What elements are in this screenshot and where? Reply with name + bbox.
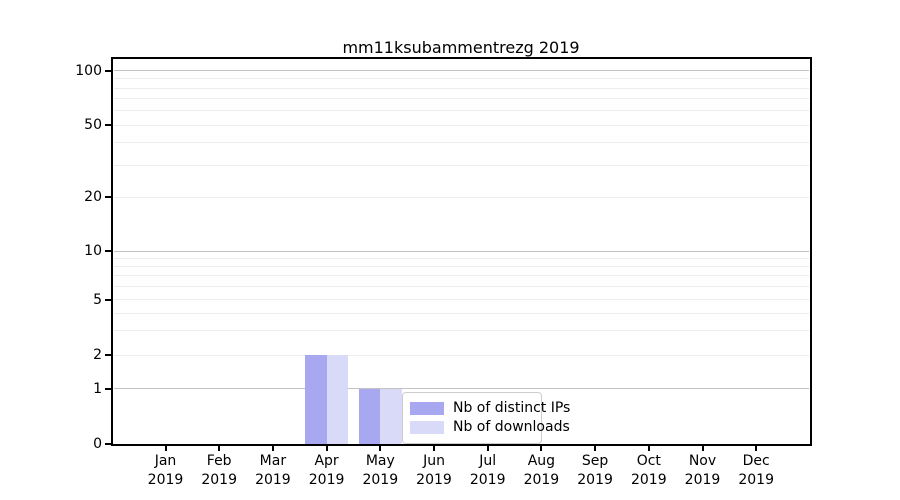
x-tick-label-feb: Feb 2019 [201,453,237,488]
bar-nb-of-downloads-may [380,388,402,444]
legend-label: Nb of distinct IPs [453,400,571,416]
gridline-y-9 [114,257,809,259]
gridline-y-1 [114,388,809,389]
x-tick-label-may: May 2019 [362,453,399,488]
gridline-y-60 [114,110,809,112]
y-tick-mark-1 [105,387,111,390]
gridline-y-40 [114,142,809,144]
gridline-y-50 [114,124,809,126]
x-tick-label-jan: Jan 2019 [147,453,184,488]
bar-nb-of-downloads-apr [326,355,349,444]
y-tick-label-0: 0 [93,436,102,452]
x-tick-label-sep: Sep 2019 [577,453,613,488]
legend-item: Nb of distinct IPs [410,400,570,417]
y-tick-label-1: 1 [93,380,102,397]
y-tick-mark-5 [105,298,111,301]
legend: Nb of distinct IPs Nb of downloads [402,392,570,444]
x-tick-mark-dec [755,445,758,451]
gridline-y-3 [114,329,809,331]
x-tick-label-aug: Aug 2019 [523,453,560,488]
legend-item: Nb of downloads [410,419,570,436]
y-tick-mark-2 [105,354,111,356]
x-tick-mark-may [379,445,382,451]
bar-nb-of-distinct-ips-apr [305,355,327,444]
gridline-y-5 [114,299,809,300]
x-tick-label-oct: Oct 2019 [630,453,667,488]
gridline-y-30 [114,164,809,166]
gridline-y-90 [114,78,809,80]
x-tick-mark-jun [433,445,435,451]
bar-nb-of-distinct-ips-may [358,388,381,444]
x-tick-mark-aug [540,445,543,451]
x-tick-label-jun: Jun 2019 [416,453,452,488]
x-tick-label-mar: Mar 2019 [255,453,291,488]
x-tick-mark-oct [647,445,650,451]
gridline-y-70 [114,98,809,100]
x-tick-label-apr: Apr 2019 [308,453,345,488]
gridline-y-80 [114,87,809,89]
y-tick-label-100: 100 [75,62,102,79]
gridline-y-100 [114,70,809,71]
gridline-y-8 [114,266,809,268]
legend-swatch-icon [410,421,444,434]
gridline-y-10 [114,250,809,252]
x-tick-label-jul: Jul 2019 [469,453,506,488]
y-tick-label-20: 20 [84,189,102,205]
x-tick-label-dec: Dec 2019 [738,453,774,488]
x-tick-mark-nov [701,445,704,451]
y-tick-mark-20 [105,196,111,198]
y-tick-mark-10 [105,250,111,252]
x-tick-mark-mar [271,445,274,451]
x-tick-mark-jan [164,445,167,451]
x-tick-mark-sep [594,445,597,451]
y-tick-label-50: 50 [84,117,102,133]
chart-title: mm11ksubammentrezg 2019 [342,38,580,57]
y-tick-mark-100 [105,69,111,72]
gridline-y-2 [114,354,809,356]
y-tick-mark-50 [105,124,111,126]
y-tick-label-2: 2 [93,347,102,363]
legend-swatch-icon [410,402,444,415]
legend-label: Nb of downloads [453,419,570,435]
gridline-y-4 [114,312,809,314]
x-tick-mark-jul [486,445,489,451]
x-tick-mark-feb [218,445,221,451]
gridline-y-20 [114,196,809,198]
x-tick-label-nov: Nov 2019 [684,453,721,488]
x-tick-mark-apr [325,445,328,451]
gridline-y-7 [114,275,809,277]
gridline-y-6 [114,286,809,288]
y-tick-mark-0 [105,443,111,445]
y-tick-label-10: 10 [84,243,102,259]
y-tick-label-5: 5 [93,291,102,308]
